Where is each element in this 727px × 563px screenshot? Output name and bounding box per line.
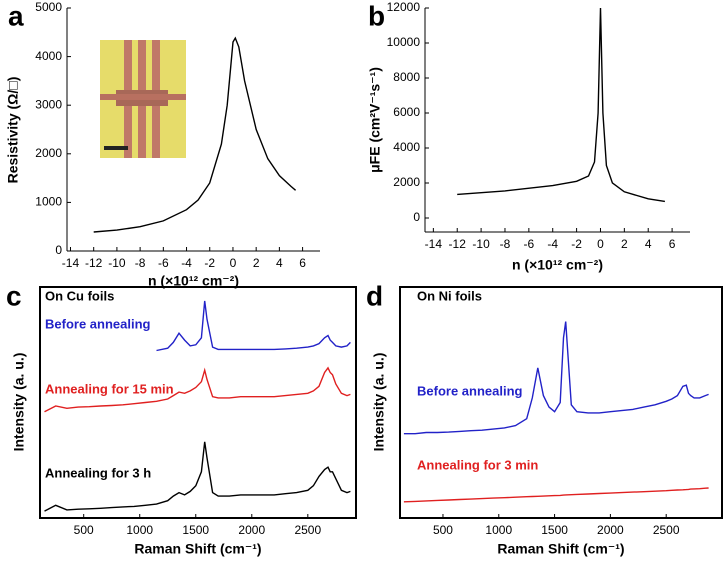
x-tick-label: 2500 bbox=[294, 523, 321, 537]
series-line bbox=[44, 366, 351, 413]
x-tick-label: 0 bbox=[597, 237, 604, 251]
x-tick-label: -2 bbox=[571, 237, 582, 251]
y-axis-label: Intensity (a. u.) bbox=[11, 353, 27, 452]
x-tick-label: -14 bbox=[62, 256, 80, 270]
annotation: On Cu foils bbox=[45, 288, 114, 303]
panel-letter: a bbox=[8, 0, 24, 31]
annotation: On Ni foils bbox=[417, 288, 482, 303]
y-tick-label: 0 bbox=[55, 243, 62, 257]
y-tick-label: 5000 bbox=[35, 0, 62, 14]
y-axis-label: μFE (cm²V⁻¹s⁻¹) bbox=[367, 67, 383, 173]
x-tick-label: -6 bbox=[524, 237, 535, 251]
inset-photo bbox=[100, 40, 186, 158]
plot-frame bbox=[39, 286, 357, 519]
y-tick-label: 0 bbox=[413, 210, 420, 224]
series-line bbox=[156, 300, 351, 352]
series-label: Before annealing bbox=[45, 316, 151, 331]
panel-letter: d bbox=[366, 280, 383, 311]
x-tick-label: -2 bbox=[204, 256, 215, 270]
y-tick-label: 4000 bbox=[393, 140, 420, 154]
y-tick-label: 4000 bbox=[35, 49, 62, 63]
x-tick-label: 6 bbox=[669, 237, 676, 251]
series-line bbox=[457, 7, 666, 203]
panel-letter: b bbox=[368, 0, 385, 31]
x-tick-label: 6 bbox=[299, 256, 306, 270]
x-tick-label: 500 bbox=[74, 523, 94, 537]
x-tick-label: 1000 bbox=[485, 523, 512, 537]
x-tick-label: 2 bbox=[621, 237, 628, 251]
x-axis-label: Raman Shift (cm⁻¹) bbox=[497, 541, 624, 557]
x-tick-label: 4 bbox=[276, 256, 283, 270]
series-line bbox=[403, 321, 709, 435]
y-tick-label: 6000 bbox=[393, 105, 420, 119]
y-tick-label: 10000 bbox=[387, 35, 421, 49]
y-axis-label: Resistivity (Ω/□) bbox=[5, 77, 21, 184]
series-label: Annealing for 3 min bbox=[417, 457, 538, 472]
x-tick-label: 2000 bbox=[238, 523, 265, 537]
x-tick-label: -8 bbox=[135, 256, 146, 270]
x-tick-label: -10 bbox=[108, 256, 126, 270]
x-tick-label: 0 bbox=[230, 256, 237, 270]
plot-frame bbox=[399, 286, 723, 519]
y-tick-label: 2000 bbox=[35, 146, 62, 160]
x-tick-label: -8 bbox=[500, 237, 511, 251]
x-tick-label: -4 bbox=[547, 237, 558, 251]
x-tick-label: -14 bbox=[425, 237, 443, 251]
series-label: Annealing for 15 min bbox=[45, 381, 174, 396]
series-line bbox=[403, 487, 709, 503]
x-tick-label: 2 bbox=[253, 256, 260, 270]
x-tick-label: 1000 bbox=[126, 523, 153, 537]
series-label: Annealing for 3 h bbox=[45, 465, 151, 480]
x-tick-label: 500 bbox=[433, 523, 453, 537]
x-tick-label: 1500 bbox=[182, 523, 209, 537]
x-tick-label: 1500 bbox=[541, 523, 568, 537]
x-tick-label: -10 bbox=[472, 237, 490, 251]
y-axis-label: Intensity (a. u.) bbox=[371, 353, 387, 452]
x-tick-label: 2500 bbox=[653, 523, 680, 537]
x-axis-label: Raman Shift (cm⁻¹) bbox=[134, 541, 261, 557]
y-tick-label: 12000 bbox=[387, 0, 421, 14]
x-axis-label: n (×10¹² cm⁻²) bbox=[512, 257, 603, 273]
x-tick-label: -12 bbox=[85, 256, 103, 270]
x-tick-label: 2000 bbox=[597, 523, 624, 537]
x-tick-label: -6 bbox=[158, 256, 169, 270]
panel-letter: c bbox=[6, 280, 22, 311]
y-tick-label: 3000 bbox=[35, 97, 62, 111]
x-tick-label: -12 bbox=[449, 237, 467, 251]
x-axis-label: n (×10¹² cm⁻²) bbox=[148, 273, 239, 289]
series-label: Before annealing bbox=[417, 383, 523, 398]
x-tick-label: 4 bbox=[645, 237, 652, 251]
y-tick-label: 1000 bbox=[35, 195, 62, 209]
series-line bbox=[44, 441, 351, 512]
y-tick-label: 8000 bbox=[393, 70, 420, 84]
y-tick-label: 2000 bbox=[393, 175, 420, 189]
series-line bbox=[93, 36, 297, 233]
x-tick-label: -4 bbox=[181, 256, 192, 270]
